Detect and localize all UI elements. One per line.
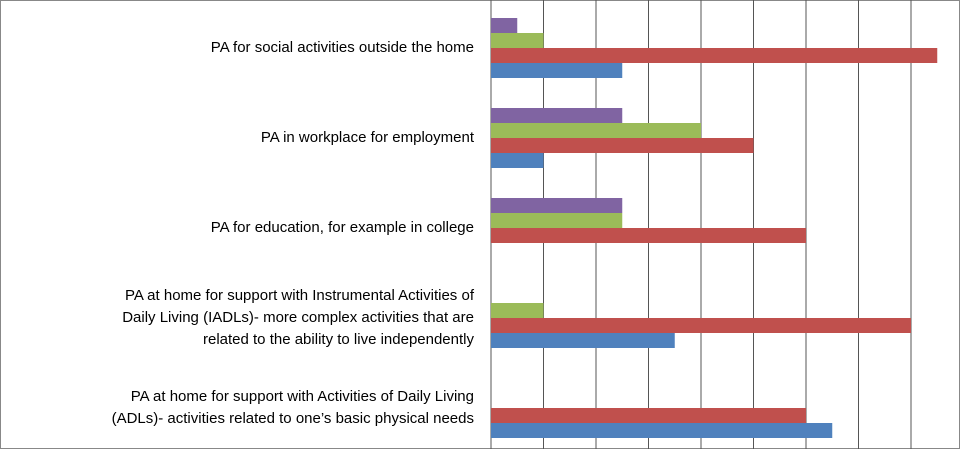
bar — [491, 213, 623, 228]
bar — [491, 408, 806, 423]
bar — [491, 33, 544, 48]
bar — [491, 48, 938, 63]
category-label: PA at home for support with Instrumental… — [122, 287, 474, 348]
category-label: PA for education, for example in college — [210, 219, 474, 236]
bar — [491, 153, 544, 168]
category-label: PA in workplace for employment — [260, 129, 474, 146]
bar — [491, 303, 544, 318]
bar — [491, 198, 623, 213]
bar — [491, 18, 518, 33]
category-label: PA for social activities outside the hom… — [210, 39, 474, 56]
bar — [491, 228, 806, 243]
bar — [491, 63, 623, 78]
bar — [491, 318, 911, 333]
category-label: PA at home for support with Activities o… — [111, 388, 474, 427]
bar — [491, 108, 623, 123]
bar — [491, 138, 754, 153]
bar — [491, 123, 701, 138]
bar — [491, 333, 675, 348]
bar — [491, 423, 833, 438]
